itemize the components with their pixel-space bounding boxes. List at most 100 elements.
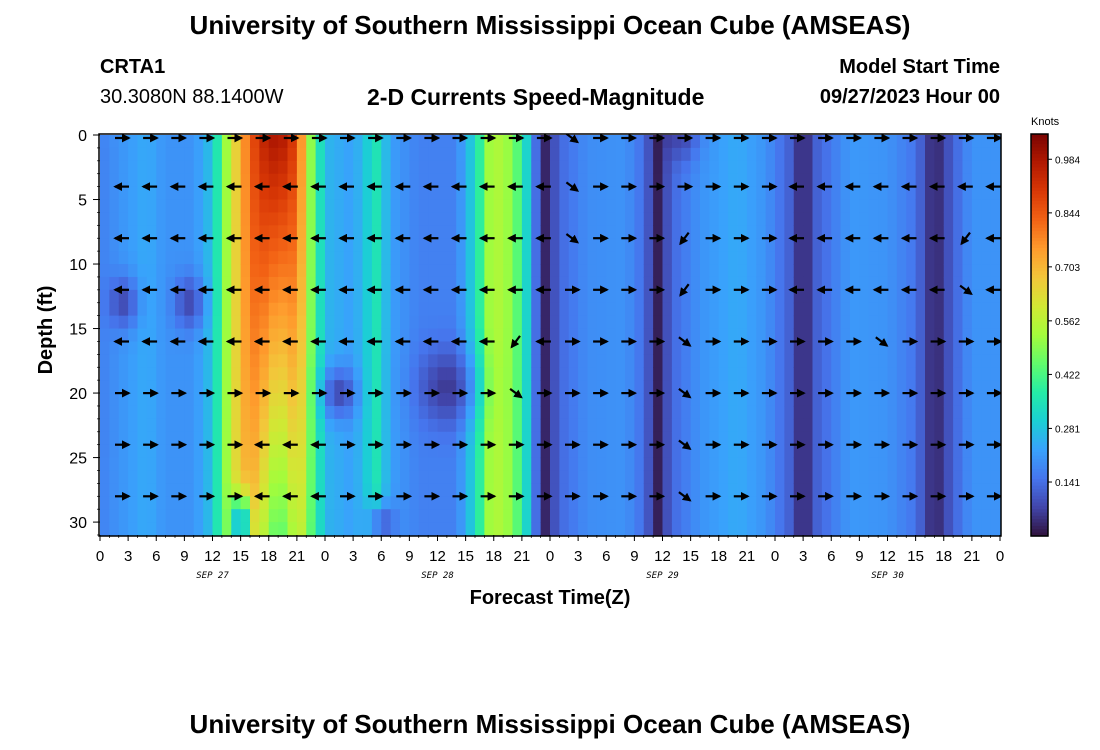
heatmap-cell — [259, 431, 270, 446]
colorbar-swatch — [1031, 415, 1048, 420]
heatmap-cell — [878, 147, 889, 162]
colorbar-tick-label: 0.422 — [1055, 370, 1080, 381]
heatmap-cell — [409, 276, 420, 291]
heatmap-cell — [503, 470, 514, 484]
heatmap-cell — [559, 444, 570, 459]
heatmap-cell — [175, 483, 185, 497]
heatmap-cell — [887, 509, 898, 523]
heatmap-cell — [503, 302, 514, 317]
heatmap-cell — [409, 212, 420, 226]
heatmap-cell — [746, 380, 757, 394]
heatmap-cell — [850, 238, 860, 252]
heatmap-cell — [343, 147, 354, 162]
heatmap-cell — [390, 289, 401, 304]
heatmap-cell — [306, 238, 317, 252]
heatmap-cell — [203, 393, 214, 407]
heatmap-cell — [353, 341, 364, 355]
heatmap-cell — [193, 405, 204, 420]
heatmap-cell — [446, 431, 457, 446]
heatmap-cell — [868, 444, 879, 459]
heatmap-cell — [353, 212, 364, 226]
heatmap-cell — [690, 367, 701, 381]
heatmap-cell — [353, 496, 364, 510]
heatmap-cell — [803, 212, 814, 226]
heatmap-cell — [868, 212, 879, 226]
heatmap-cell — [840, 160, 851, 175]
heatmap-cell — [925, 328, 935, 343]
heatmap-cell — [287, 418, 298, 433]
heatmap-cell — [503, 367, 514, 381]
heatmap-cell — [840, 264, 851, 278]
heatmap-cell — [925, 341, 935, 355]
heatmap-cell — [315, 418, 326, 433]
heatmap-cell — [671, 509, 682, 523]
heatmap-cell — [325, 418, 335, 433]
colorbar-swatch — [1031, 368, 1048, 373]
heatmap-cell — [325, 147, 335, 162]
heatmap-cell — [531, 457, 542, 472]
heatmap-cell — [859, 522, 870, 536]
heatmap-cell — [531, 302, 542, 317]
heatmap-cell — [343, 212, 354, 226]
heatmap-cell — [400, 238, 410, 252]
heatmap-cell — [296, 289, 307, 304]
colorbar-swatch — [1031, 512, 1048, 517]
heatmap-cell — [109, 522, 120, 536]
heatmap-cell — [334, 380, 345, 394]
heatmap-cell — [615, 289, 626, 304]
heatmap-cell — [662, 173, 673, 188]
heatmap-cell — [746, 212, 757, 226]
heatmap-cell — [381, 302, 392, 317]
heatmap-cell — [521, 302, 532, 317]
heatmap-cell — [409, 238, 420, 252]
heatmap-cell — [137, 238, 148, 252]
heatmap-cell — [709, 444, 720, 459]
heatmap-cell — [118, 147, 129, 162]
heatmap-cell — [578, 380, 589, 394]
heatmap-cell — [334, 496, 345, 510]
x-tick-label: 15 — [457, 548, 474, 565]
heatmap-cell — [925, 470, 935, 484]
heatmap-cell — [296, 238, 307, 252]
heatmap-cell — [371, 302, 382, 317]
heatmap-cell — [775, 444, 785, 459]
heatmap-cell — [568, 405, 579, 420]
heatmap-cell — [221, 160, 232, 175]
heatmap-cell — [812, 354, 823, 368]
heatmap-cell — [446, 483, 457, 497]
heatmap-cell — [212, 199, 223, 214]
heatmap-cell — [193, 315, 204, 330]
heatmap-cell — [428, 225, 439, 239]
heatmap-cell — [643, 135, 654, 149]
heatmap-cell — [793, 225, 804, 239]
heatmap-cell — [700, 264, 710, 278]
heatmap-cell — [278, 483, 289, 497]
heatmap-cell — [737, 444, 748, 459]
heatmap-cell — [578, 251, 589, 265]
heatmap-cell — [981, 393, 992, 407]
heatmap-cell — [353, 173, 364, 188]
x-tick-label: 9 — [855, 548, 863, 565]
heatmap-cell — [906, 509, 917, 523]
heatmap-cell — [690, 186, 701, 201]
heatmap-cell — [437, 496, 448, 510]
heatmap-cell — [371, 496, 382, 510]
heatmap-cell — [512, 289, 523, 304]
colorbar-swatch — [1031, 204, 1048, 209]
heatmap-cell — [737, 470, 748, 484]
heatmap-cell — [587, 160, 598, 175]
heatmap-cell — [428, 238, 439, 252]
heatmap-cell — [850, 522, 860, 536]
heatmap-cell — [943, 509, 954, 523]
heatmap-cell — [109, 431, 120, 446]
heatmap-cell — [240, 276, 251, 291]
heatmap-cell — [296, 160, 307, 175]
heatmap-cell — [550, 444, 560, 459]
heatmap-cell — [250, 276, 260, 291]
heatmap-cell — [278, 418, 289, 433]
heatmap-cell — [146, 302, 157, 317]
heatmap-cell — [203, 328, 214, 343]
heatmap-cell — [803, 302, 814, 317]
heatmap-cell — [615, 251, 626, 265]
